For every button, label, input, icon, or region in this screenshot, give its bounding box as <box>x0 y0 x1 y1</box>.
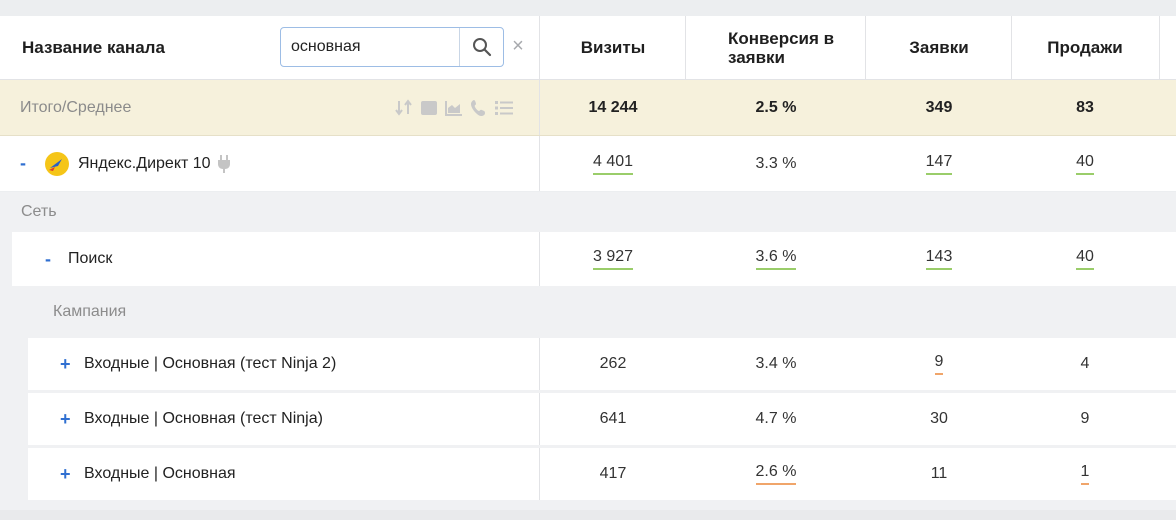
network-name[interactable]: Поиск <box>68 250 113 267</box>
plug-icon[interactable] <box>217 154 231 174</box>
close-icon[interactable]: × <box>512 34 524 57</box>
table-row: - Яндекс.Директ 10 4 401 3.3 % 147 40 <box>0 136 1176 192</box>
row-name: - Яндекс.Директ 10 <box>20 136 231 191</box>
campaign-name[interactable]: Входные | Основная (тест Ninja) <box>84 410 323 427</box>
bottom-strip <box>0 510 1176 520</box>
visits-value[interactable]: 4 401 <box>540 136 686 191</box>
conversion-value[interactable]: 2.6 % <box>686 448 866 500</box>
requests-link[interactable]: 143 <box>925 248 953 270</box>
column-header-conversion[interactable]: Конверсия в заявки <box>728 28 835 67</box>
visits-value[interactable]: 3 927 <box>540 232 686 286</box>
table-row: + Входные | Основная 417 2.6 % 11 1 <box>28 448 1176 500</box>
requests-link[interactable]: 9 <box>934 353 944 375</box>
totals-row: Итого/Среднее 14 244 2.5 % 349 83 <box>0 80 1176 136</box>
visits-link[interactable]: 4 401 <box>592 153 634 175</box>
group-header: Сеть <box>0 192 1176 232</box>
visits-link[interactable]: 3 927 <box>592 248 634 270</box>
requests-value[interactable]: 9 <box>866 338 1012 390</box>
totals-sales: 83 <box>1076 98 1094 116</box>
divider <box>539 80 540 135</box>
row-name: + Входные | Основная (тест Ninja) <box>60 393 323 445</box>
sales-value: 4 <box>1080 355 1090 372</box>
requests-value: 30 <box>930 410 948 427</box>
search-input[interactable] <box>281 28 461 66</box>
conversion-link[interactable]: 2.6 % <box>755 463 797 485</box>
channel-name-header: Название канала <box>22 38 165 57</box>
totals-toolbar <box>394 98 514 118</box>
sales-value[interactable]: 1 <box>1012 448 1158 500</box>
conversion-value: 3.4 % <box>755 355 797 372</box>
campaign-name[interactable]: Входные | Основная <box>84 465 236 482</box>
column-header-requests[interactable]: Заявки <box>909 37 969 57</box>
row-name: + Входные | Основная (тест Ninja 2) <box>60 338 336 390</box>
table-row: - Поиск 3 927 3.6 % 143 40 <box>12 232 1176 286</box>
column-header-visits[interactable]: Визиты <box>580 37 646 57</box>
divider <box>539 232 540 286</box>
conversion-value[interactable]: 3.6 % <box>686 232 866 286</box>
divider <box>539 448 540 500</box>
sales-link[interactable]: 40 <box>1076 153 1094 175</box>
area-chart-icon[interactable] <box>444 99 464 117</box>
sales-link[interactable]: 1 <box>1080 463 1090 485</box>
divider <box>539 393 540 445</box>
sales-value[interactable]: 40 <box>1012 136 1158 191</box>
visits-value: 262 <box>599 355 627 372</box>
totals-conversion: 2.5 % <box>755 98 797 116</box>
divider <box>1159 16 1160 79</box>
divider <box>539 16 540 79</box>
divider <box>865 16 866 79</box>
yandex-direct-icon <box>44 151 70 177</box>
totals-visits: 14 244 <box>588 98 638 116</box>
sort-icon[interactable] <box>394 99 414 117</box>
row-name: - Поиск <box>45 232 112 286</box>
search-icon <box>472 38 491 57</box>
expand-toggle[interactable]: + <box>60 463 71 484</box>
search-box <box>280 27 504 67</box>
conversion-value: 3.3 % <box>755 154 797 172</box>
divider <box>539 338 540 390</box>
divider <box>1011 16 1012 79</box>
table-row: + Входные | Основная (тест Ninja 2) 262 … <box>28 338 1176 390</box>
square-icon[interactable] <box>420 99 438 117</box>
requests-value: 11 <box>930 465 948 482</box>
phone-icon[interactable] <box>470 99 488 117</box>
table-row: + Входные | Основная (тест Ninja) 641 4.… <box>28 393 1176 445</box>
table-header: Название канала × Визиты Конверсия в зая… <box>0 16 1176 80</box>
requests-link[interactable]: 147 <box>925 153 953 175</box>
top-strip <box>0 0 1176 16</box>
campaign-name[interactable]: Входные | Основная (тест Ninja 2) <box>84 355 337 372</box>
sales-link[interactable]: 40 <box>1076 248 1094 270</box>
conversion-value: 4.7 % <box>755 410 797 427</box>
expand-toggle[interactable]: + <box>60 408 71 429</box>
requests-value[interactable]: 143 <box>866 232 1012 286</box>
group-label-campaign: Кампания <box>53 303 127 320</box>
visits-value: 641 <box>599 410 627 427</box>
sales-value: 9 <box>1080 410 1090 427</box>
channel-name[interactable]: Яндекс.Директ 10 <box>78 154 211 172</box>
row-name: + Входные | Основная <box>60 448 236 500</box>
divider <box>685 16 686 79</box>
totals-requests: 349 <box>925 98 953 116</box>
collapse-toggle[interactable]: - <box>45 248 51 269</box>
conversion-link[interactable]: 3.6 % <box>755 248 797 270</box>
list-icon[interactable] <box>494 99 514 117</box>
collapse-toggle[interactable]: - <box>20 153 26 173</box>
visits-value: 417 <box>599 465 627 482</box>
group-label-network: Сеть <box>21 203 57 220</box>
search-button[interactable] <box>459 28 503 66</box>
group-header: Кампания <box>0 286 1176 338</box>
requests-value[interactable]: 147 <box>866 136 1012 191</box>
totals-label: Итого/Среднее <box>20 99 132 116</box>
divider <box>539 136 540 191</box>
column-header-sales[interactable]: Продажи <box>1047 37 1123 57</box>
expand-toggle[interactable]: + <box>60 353 71 374</box>
sales-value[interactable]: 40 <box>1012 232 1158 286</box>
